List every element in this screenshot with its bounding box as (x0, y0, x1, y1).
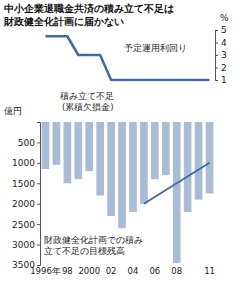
y-unit: % (220, 13, 229, 23)
bar (107, 122, 115, 216)
tick: 98 (62, 265, 73, 276)
tick: 3 (215, 50, 227, 60)
bar (118, 122, 126, 228)
tick-label: 1996年 (30, 266, 61, 276)
tick-label: 2000 (12, 199, 35, 209)
tick-mark (215, 43, 218, 44)
chart-root: 中小企業退職金共済の積み立て不足は財政健全化計画に届かない 1 2 3 4 5% 予定運用利… (0, 0, 240, 286)
y-axis: 500100015002000250030003500 (12, 123, 40, 271)
tick: 2000 (12, 199, 40, 209)
tick-label: 500 (18, 138, 35, 148)
tick-label: 3 (221, 50, 227, 60)
title: 財政健全化計画に届かない (3, 16, 124, 28)
tick-label: 2 (221, 63, 227, 73)
tick: 02 (106, 265, 117, 276)
title: 中小企業退職金共済の積み立て不足は (4, 3, 174, 14)
tick: 04 (128, 265, 139, 276)
plot-area (42, 122, 214, 263)
tick-label: 1 (221, 75, 227, 85)
bar (206, 122, 214, 194)
tick: 2 (215, 63, 227, 73)
series-label: 財政健全化計画での積み (44, 235, 143, 245)
bar (162, 122, 170, 175)
series-label: 予定運用利回り (124, 43, 187, 53)
tick: 1000 (12, 158, 40, 168)
y-unit: 億円 (4, 106, 22, 116)
line (45, 36, 209, 80)
bar (74, 122, 82, 179)
tick: 2500 (12, 220, 40, 230)
bar (184, 122, 192, 212)
bar (195, 122, 203, 200)
tick-label: 2000 (78, 266, 100, 276)
tick-mark (215, 55, 218, 56)
bar (140, 122, 148, 204)
tick-mark (215, 68, 218, 69)
tick-label: 1500 (12, 179, 35, 189)
tick: 500 (18, 138, 40, 148)
tick-mark (215, 30, 218, 31)
tick-label: 02 (106, 266, 117, 276)
tick: 06 (149, 265, 160, 276)
tick-label: 11 (204, 266, 215, 276)
line (144, 163, 210, 204)
series-label: 積み立て不足 (60, 91, 114, 101)
tick-mark (37, 245, 40, 246)
bar (151, 122, 159, 179)
axis-line (216, 31, 219, 81)
tick: 08 (171, 265, 182, 276)
tick: 11 (204, 265, 215, 276)
tick-mark (37, 163, 40, 164)
tick-mark (215, 80, 218, 81)
bar (64, 122, 72, 183)
tick-label: 1000 (12, 158, 35, 168)
tick: 1996年 (30, 265, 61, 276)
tick: 4 (215, 38, 227, 48)
tick: 3000 (12, 240, 40, 250)
annotation: (累積欠損金) (62, 102, 114, 112)
bar (173, 122, 181, 263)
bar (85, 122, 93, 171)
chart-svg: 中小企業退職金共済の積み立て不足は財政健全化計画に届かない 1 2 3 4 5% 予定運用利… (0, 0, 240, 286)
bar (53, 122, 61, 165)
tick: 2000 (78, 265, 100, 276)
tick-label: 08 (171, 266, 182, 276)
x-axis: 1996年98 2000 02 04 06 08 11 (30, 265, 215, 276)
bar (96, 122, 104, 196)
plot-area (45, 36, 209, 80)
tick-label: 2500 (12, 220, 35, 230)
tick-mark (37, 142, 40, 143)
axis-line (37, 123, 41, 266)
tick-mark (37, 224, 40, 225)
bar (42, 122, 50, 169)
tick-label: 06 (149, 266, 160, 276)
tick-label: 5 (221, 25, 227, 35)
tick-label: 3000 (12, 240, 35, 250)
tick: 5 (215, 25, 227, 35)
series-label: 立て不足の目標残高 (44, 246, 125, 256)
tick-label: 04 (128, 266, 139, 276)
tick: 1500 (12, 179, 40, 189)
tick-mark (37, 183, 40, 184)
tick-label: 4 (221, 38, 227, 48)
tick-label: 98 (62, 266, 73, 276)
y-axis: 1 2 3 4 5 (215, 25, 227, 85)
bar (129, 122, 137, 212)
tick-mark (37, 204, 40, 205)
tick: 1 (215, 75, 227, 85)
